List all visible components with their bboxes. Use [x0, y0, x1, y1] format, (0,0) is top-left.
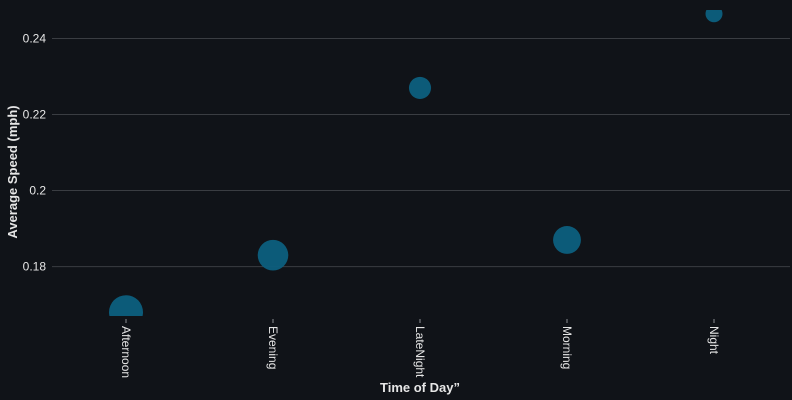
x-axis-tick-labels: Afternoon Evening LateNight Morning Night: [119, 319, 721, 378]
data-points: [109, 5, 723, 329]
data-point-afternoon: [109, 295, 143, 329]
x-tick-label: Evening: [266, 326, 280, 369]
x-tick-label: Morning: [560, 326, 574, 369]
data-point-latenight: [409, 77, 431, 99]
x-tick-label: Afternoon: [119, 326, 133, 378]
grid-lines: [52, 39, 790, 267]
x-tick-label: Night: [707, 326, 721, 355]
data-point-night: [706, 5, 723, 22]
data-point-evening: [258, 240, 289, 271]
data-point-morning: [553, 226, 581, 254]
x-tick-label: LateNight: [413, 326, 427, 378]
y-axis-tick-labels: 0.18 0.2 0.22 0.24: [23, 32, 47, 274]
y-tick-label: 0.22: [23, 108, 47, 122]
x-axis-title: Time of Day”: [380, 380, 460, 395]
y-axis-title: Average Speed (mph): [5, 105, 20, 238]
y-tick-label: 0.24: [23, 32, 47, 46]
y-tick-label: 0.18: [23, 260, 47, 274]
y-tick-label: 0.2: [29, 184, 46, 198]
